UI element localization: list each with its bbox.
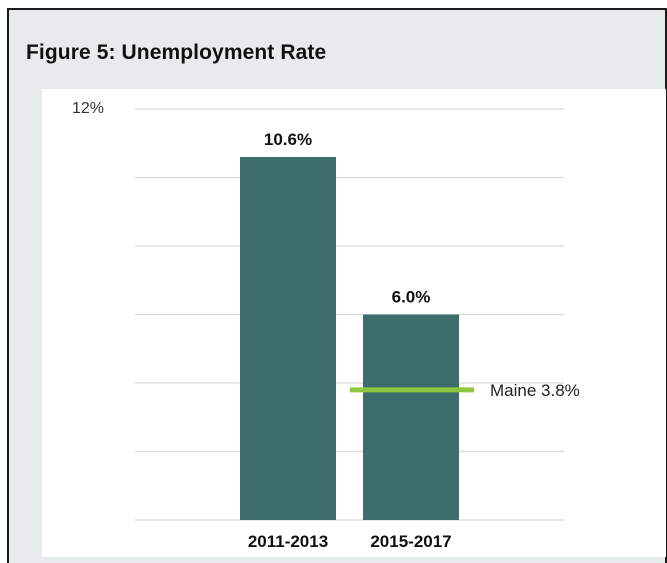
category-labels: 2011-2013 2015-2017 [248, 532, 452, 551]
bar-value-label: 6.0% [392, 288, 431, 307]
bar-2015-2017 [363, 314, 459, 520]
category-label: 2015-2017 [370, 532, 451, 551]
gridlines [135, 108, 564, 521]
bar-value-labels: 10.6% 6.0% [264, 130, 430, 307]
y-axis-tick-labels: 12% [72, 100, 104, 117]
figure-panel: Figure 5: Unemployment Rate 12% Maine 3.… [7, 8, 667, 563]
y-tick-label: 12% [72, 100, 104, 117]
figure-title: Figure 5: Unemployment Rate [26, 41, 327, 64]
reference-lines: Maine 3.8% [350, 381, 580, 400]
chart-area: 12% Maine 3.8% 10.6% 6.0% 2011-2013 2015-2… [42, 89, 666, 557]
bars [240, 156, 459, 520]
bar-chart: 12% Maine 3.8% 10.6% 6.0% 2011-2013 2015-2… [72, 100, 580, 551]
bar-2011-2013 [240, 156, 336, 520]
bar-value-label: 10.6% [264, 130, 312, 149]
category-label: 2011-2013 [248, 532, 328, 551]
maine-reference-label: Maine 3.8% [490, 381, 580, 400]
